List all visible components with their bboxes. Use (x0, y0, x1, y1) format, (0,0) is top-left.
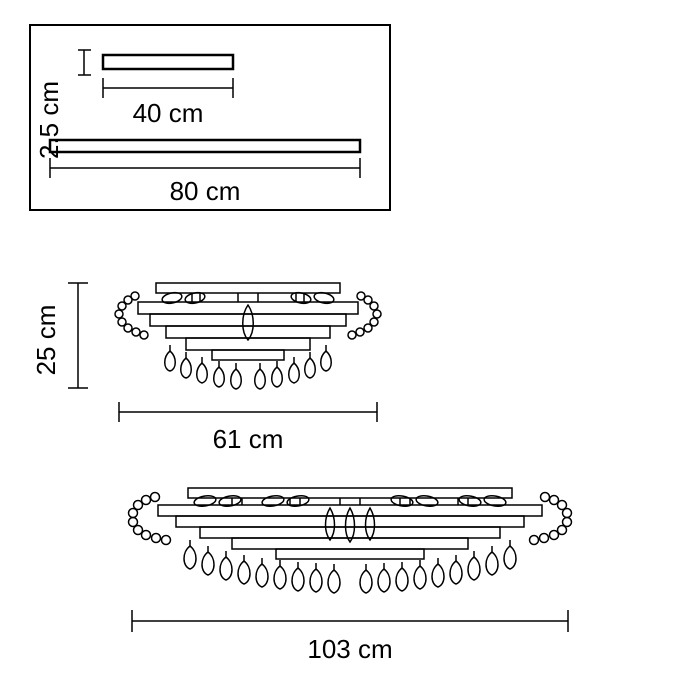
dim-25cm: 25 cm (31, 305, 61, 376)
large-chandelier: 103 cm (129, 488, 572, 664)
dim-103cm: 103 cm (307, 634, 392, 664)
small-chandelier: 25 cm (31, 283, 381, 454)
dim-80cm: 80 cm (170, 176, 241, 206)
dim-40cm: 40 cm (133, 98, 204, 128)
dimension-diagram: 2.5 cm 40 cm 80 cm 25 cm (0, 0, 700, 700)
dim-61cm: 61 cm (213, 424, 284, 454)
top-plate-section: 2.5 cm 40 cm 80 cm (30, 25, 390, 210)
